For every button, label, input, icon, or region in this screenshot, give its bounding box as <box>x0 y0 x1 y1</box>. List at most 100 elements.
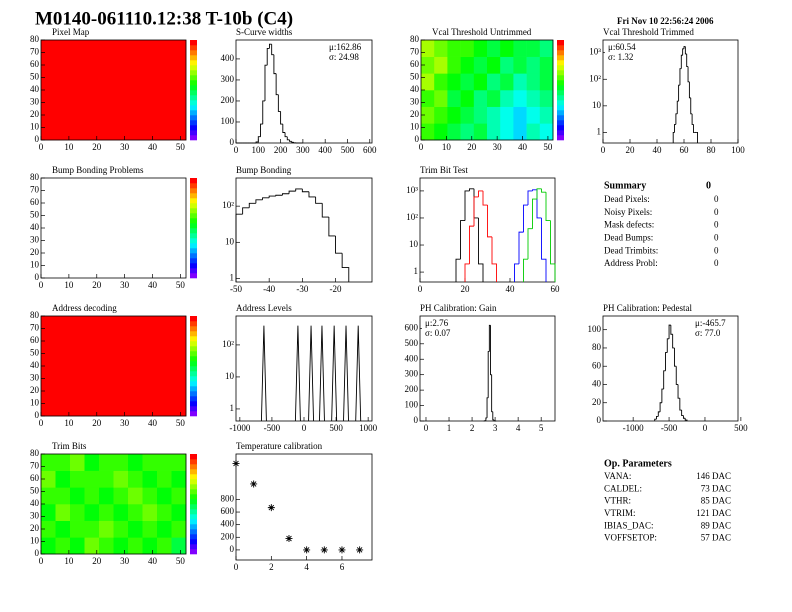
hist-bin <box>668 324 671 339</box>
heat-cell <box>55 520 71 538</box>
heat-cell <box>142 504 158 521</box>
y-tick-label: 800 <box>221 493 235 503</box>
x-tick-label: 600 <box>363 145 377 155</box>
x-tick-label: 60 <box>551 284 561 294</box>
palette-step <box>190 351 197 357</box>
hist-bin <box>255 141 259 143</box>
x-tick-label: 100 <box>731 145 745 155</box>
x-tick-label: 0 <box>424 423 429 433</box>
panel: PH Calibration: Pedestal -1000 -500 0 500 0 20… <box>588 303 749 433</box>
palette-step <box>190 125 197 131</box>
heat-cell <box>157 470 172 488</box>
palette-step <box>557 135 564 141</box>
hist-bin <box>487 351 490 398</box>
stats-text: σ: 24.98 <box>329 52 359 62</box>
x-tick-label: -30 <box>296 284 308 294</box>
hist-bin <box>266 47 270 66</box>
y-tick-label: 50 <box>30 486 40 496</box>
heat-cell <box>526 73 541 91</box>
palette-step <box>190 366 197 372</box>
x-tick-label: 0 <box>601 145 606 155</box>
heat-cell <box>55 537 71 555</box>
y-tick-label: 30 <box>30 511 40 521</box>
x-tick-label: -500 <box>661 423 678 433</box>
heat-cell <box>171 470 187 488</box>
x-tick-label: 500 <box>329 423 343 433</box>
star-marker <box>250 480 258 488</box>
panel-title: Trim Bits <box>52 441 87 451</box>
hist-bin <box>683 46 686 49</box>
y-tick-label: 10 <box>592 100 602 110</box>
palette-step <box>190 396 197 402</box>
palette-step <box>190 381 197 387</box>
heat-cell <box>41 537 56 555</box>
x-tick-label: 10 <box>64 280 74 290</box>
frame <box>419 177 556 283</box>
y-tick-label: 20 <box>30 523 40 533</box>
y-tick-label: 10 <box>410 122 420 132</box>
y-tick-label: 0 <box>230 544 235 554</box>
palette-step <box>190 193 197 199</box>
hist-bin <box>460 220 465 260</box>
hist-bin <box>288 190 296 194</box>
heat-cell <box>113 537 129 555</box>
panel-title: Vcal Threshold Untrimmed <box>432 27 532 37</box>
x-tick-label: 0 <box>234 562 239 572</box>
heat-cell <box>70 504 85 521</box>
x-tick-label: 60 <box>680 145 690 155</box>
heat-cell <box>41 316 187 417</box>
y-tick-label: 0 <box>35 548 40 558</box>
y-tick-label: 400 <box>405 353 419 363</box>
hist-bin <box>684 418 688 421</box>
hist-bin <box>242 207 250 215</box>
palette-step <box>557 90 564 96</box>
palette-step <box>190 258 197 264</box>
page-title: M0140-061110.12:38 T-10b (C4) <box>35 8 293 29</box>
heat-cell <box>128 454 143 471</box>
heat-cell <box>41 40 187 141</box>
palette-step <box>190 539 197 545</box>
frame <box>235 39 373 144</box>
x-tick-label: 20 <box>461 284 471 294</box>
heat-cell <box>421 73 435 91</box>
y-tick-label: 10³ <box>406 185 418 195</box>
hist-bin <box>686 53 689 68</box>
palette-step <box>557 40 564 46</box>
palette-step <box>190 341 197 347</box>
x-tick-label: 100 <box>252 145 266 155</box>
hist-bin <box>654 418 657 421</box>
hist-bin <box>257 136 261 142</box>
hist-bin <box>687 66 690 83</box>
palette-step <box>190 529 197 535</box>
hist-bin <box>487 205 492 238</box>
op-label: VTHR: <box>604 496 631 506</box>
panel: Address decoding 0 10 20 30 40 50 0 10 20 30 40 50 60… <box>30 303 197 428</box>
heat-cell <box>487 106 501 124</box>
hist-bin <box>284 132 288 138</box>
hist-bin <box>268 195 276 198</box>
op-value: 146 DAC <box>696 471 731 481</box>
summary: Summary 0 Dead Pixels: 0 Noisy Pixels: 0 Mask … <box>604 180 719 268</box>
x-tick-label: -500 <box>264 423 281 433</box>
stats-text: σ: 0.07 <box>425 328 451 338</box>
palette-step <box>190 509 197 515</box>
palette-step <box>190 218 197 224</box>
palette-step <box>190 90 197 96</box>
hist-bin <box>464 263 470 282</box>
hist-bin <box>673 347 677 367</box>
heat-cell <box>421 40 435 57</box>
x-tick-label: 300 <box>296 145 310 155</box>
palette-step <box>190 100 197 106</box>
op-title: Op. Parameters <box>604 458 672 469</box>
palette-step <box>190 238 197 244</box>
x-tick-label: 2 <box>269 562 274 572</box>
panel: S-Curve widths 0 100 200 300 400 500 600 0 100 200… <box>221 27 378 155</box>
x-tick-label: 50 <box>543 142 553 152</box>
x-tick-label: 40 <box>148 418 158 428</box>
palette-step <box>190 243 197 249</box>
panel-title: Vcal Threshold Trimmed <box>603 27 694 37</box>
palette-step <box>557 80 564 86</box>
palette-step <box>190 326 197 332</box>
heat-cell <box>157 537 172 555</box>
hist-bin <box>679 68 682 86</box>
